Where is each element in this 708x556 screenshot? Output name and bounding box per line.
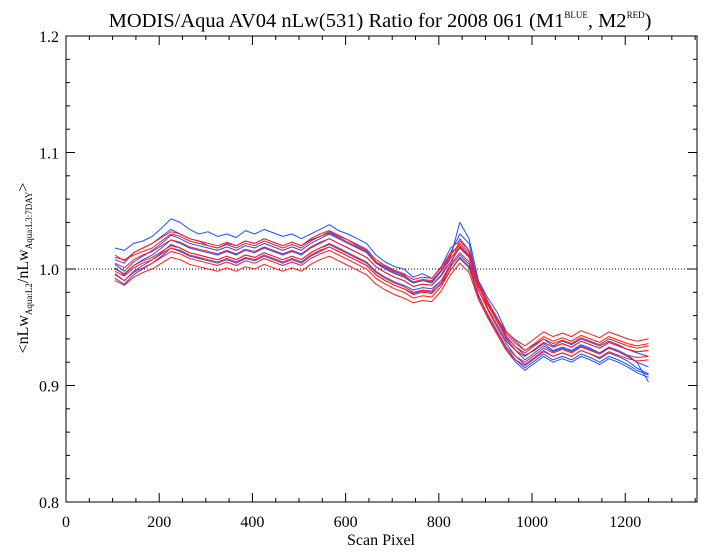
x-tick-label: 400 [240, 514, 264, 531]
x-tick-label: 1200 [609, 514, 641, 531]
ylabel-suffix: > [15, 183, 32, 192]
axis-ticks [65, 35, 697, 503]
m2-red-series-line [114, 238, 649, 354]
m1-blue-series-line [114, 218, 649, 357]
m2-red-series-line [114, 232, 649, 351]
axis-tick-labels: 0 200 400 600 800 1000 1200 0.8 0.9 1.0 1.1 1.2 [39, 29, 641, 531]
x-tick-label: 0 [62, 514, 70, 531]
y-tick-label: 1.0 [39, 262, 59, 279]
m2-red-series-line [114, 255, 649, 367]
ylabel-prefix: <nLw [15, 315, 32, 354]
chart-title: MODIS/Aqua AV04 nLw(531) Ratio for 2008 … [109, 10, 652, 32]
m2-red-series-line [114, 238, 649, 357]
y-tick-label: 0.9 [39, 379, 59, 396]
x-tick-label: 1000 [516, 514, 548, 531]
m2-red-series-line [114, 230, 649, 347]
title-end: ) [645, 10, 652, 32]
y-tick-label: 1.1 [39, 146, 59, 163]
ylabel-middle: /nLw [15, 249, 32, 283]
y-axis-label: <nLwAqua:L2/nLwAqua:L3:7DAY> [15, 183, 34, 354]
x-axis-label: Scan Pixel [347, 532, 416, 549]
ylabel-sub2: Aqua:L3:7DAY [24, 191, 34, 249]
title-sup-blue: BLUE [564, 10, 588, 20]
title-main: MODIS/Aqua AV04 nLw(531) Ratio for 2008 … [109, 10, 565, 32]
y-tick-label: 1.2 [39, 29, 59, 46]
m2-red-series-line [114, 249, 649, 363]
x-tick-label: 200 [147, 514, 171, 531]
ylabel-sub1: Aqua:L2 [24, 283, 34, 315]
y-tick-label: 0.8 [39, 495, 59, 512]
title-mid: , M2 [588, 10, 627, 32]
x-tick-label: 600 [334, 514, 358, 531]
title-sup-red: RED [627, 10, 646, 20]
series-layer [114, 218, 649, 383]
m1-blue-series-line [114, 221, 649, 368]
x-tick-label: 800 [427, 514, 451, 531]
